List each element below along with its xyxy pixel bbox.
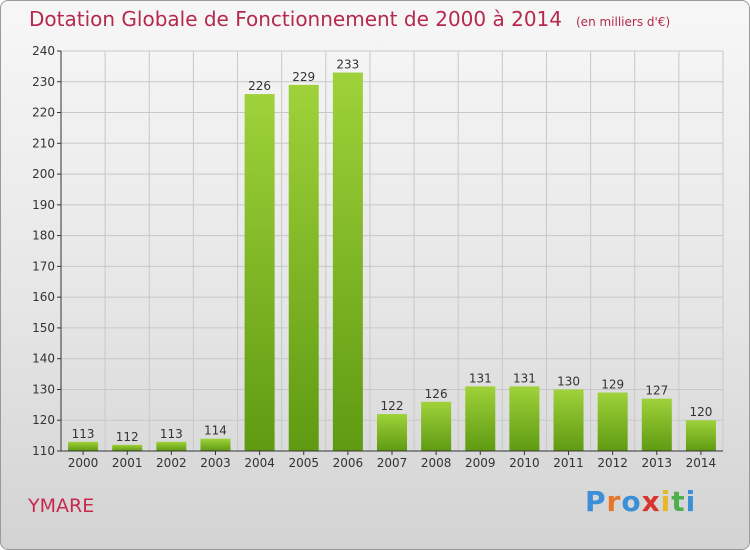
- x-tick-label-2007: 2007: [377, 456, 408, 470]
- y-tick-label: 210: [32, 136, 55, 150]
- logo-letter: i: [685, 485, 697, 518]
- bar-2008: [421, 401, 452, 451]
- x-tick-label-2009: 2009: [465, 456, 496, 470]
- y-tick-label: 110: [32, 444, 55, 458]
- data-label-2007: 122: [381, 399, 404, 413]
- data-label-2004: 226: [248, 79, 271, 93]
- data-label-2013: 127: [645, 384, 668, 398]
- data-label-2006: 233: [336, 58, 359, 72]
- logo-letter: r: [606, 485, 622, 518]
- x-tick-label-2010: 2010: [509, 456, 540, 470]
- data-label-2005: 229: [292, 70, 315, 84]
- bar-2011: [553, 389, 584, 451]
- y-tick-label: 170: [32, 259, 55, 273]
- data-label-2012: 129: [601, 378, 624, 392]
- y-tick-label: 140: [32, 352, 55, 366]
- bar-2009: [465, 386, 496, 451]
- bar-2010: [509, 386, 540, 451]
- logo-letter: i: [660, 485, 672, 518]
- chart-title-main: Dotation Globale de Fonctionnement de 20…: [29, 7, 562, 31]
- y-tick-label: 150: [32, 321, 55, 335]
- data-label-2008: 126: [425, 387, 448, 401]
- x-tick-label-2000: 2000: [68, 456, 99, 470]
- y-tick-label: 130: [32, 382, 55, 396]
- x-tick-label-2013: 2013: [642, 456, 673, 470]
- bars: [68, 72, 716, 452]
- bar-2004: [244, 94, 275, 452]
- x-tick-label-2002: 2002: [156, 456, 187, 470]
- data-label-2011: 130: [557, 374, 580, 388]
- x-tick-label-2008: 2008: [421, 456, 452, 470]
- x-tick-label-2006: 2006: [333, 456, 364, 470]
- data-label-2002: 113: [160, 427, 183, 441]
- bar-2007: [376, 414, 408, 451]
- x-tick-label-2005: 2005: [288, 456, 319, 470]
- y-tick-label: 180: [32, 229, 55, 243]
- data-label-2009: 131: [469, 371, 492, 385]
- data-label-2010: 131: [513, 371, 536, 385]
- logo-letter: t: [671, 485, 686, 518]
- bar-2000: [68, 441, 99, 451]
- x-tick-label-2004: 2004: [244, 456, 275, 470]
- y-tick-label: 120: [32, 413, 55, 427]
- labels: 110 120 130 140 150 160 170 180 190 200 210 220 230 2…: [32, 44, 716, 470]
- bar-2002: [156, 441, 187, 451]
- commune-name: YMARE: [28, 495, 95, 517]
- x-tick-label-2003: 2003: [200, 456, 231, 470]
- chart-title: Dotation Globale de Fonctionnement de 20…: [29, 7, 670, 31]
- bar-2012: [597, 392, 628, 451]
- data-label-2014: 120: [689, 405, 712, 419]
- x-tick-label-2011: 2011: [553, 456, 584, 470]
- logo-letter: P: [585, 485, 607, 518]
- data-label-2003: 114: [204, 424, 227, 438]
- x-tick-label-2014: 2014: [686, 456, 717, 470]
- axes: [57, 50, 723, 455]
- bar-2013: [641, 398, 672, 451]
- y-tick-label: 200: [32, 167, 55, 181]
- data-label-2000: 113: [72, 427, 95, 441]
- bar-2006: [332, 72, 363, 452]
- data-label-2001: 112: [116, 430, 139, 444]
- x-tick-label-2001: 2001: [112, 456, 143, 470]
- y-tick-label: 190: [32, 198, 55, 212]
- logo-letter: x: [641, 485, 661, 518]
- x-tick-label-2012: 2012: [597, 456, 628, 470]
- logo-letter: o: [621, 485, 642, 518]
- bar-2003: [200, 438, 231, 451]
- y-tick-label: 220: [32, 106, 55, 120]
- y-tick-label: 160: [32, 290, 55, 304]
- y-tick-label: 230: [32, 75, 55, 89]
- proxiti-logo: Proxiti: [585, 485, 696, 518]
- bar-2014: [685, 420, 716, 451]
- y-tick-label: 240: [32, 44, 55, 58]
- bar-2005: [288, 84, 319, 451]
- bar-2001: [112, 444, 143, 451]
- chart-subtitle: (en milliers d'€): [576, 15, 671, 29]
